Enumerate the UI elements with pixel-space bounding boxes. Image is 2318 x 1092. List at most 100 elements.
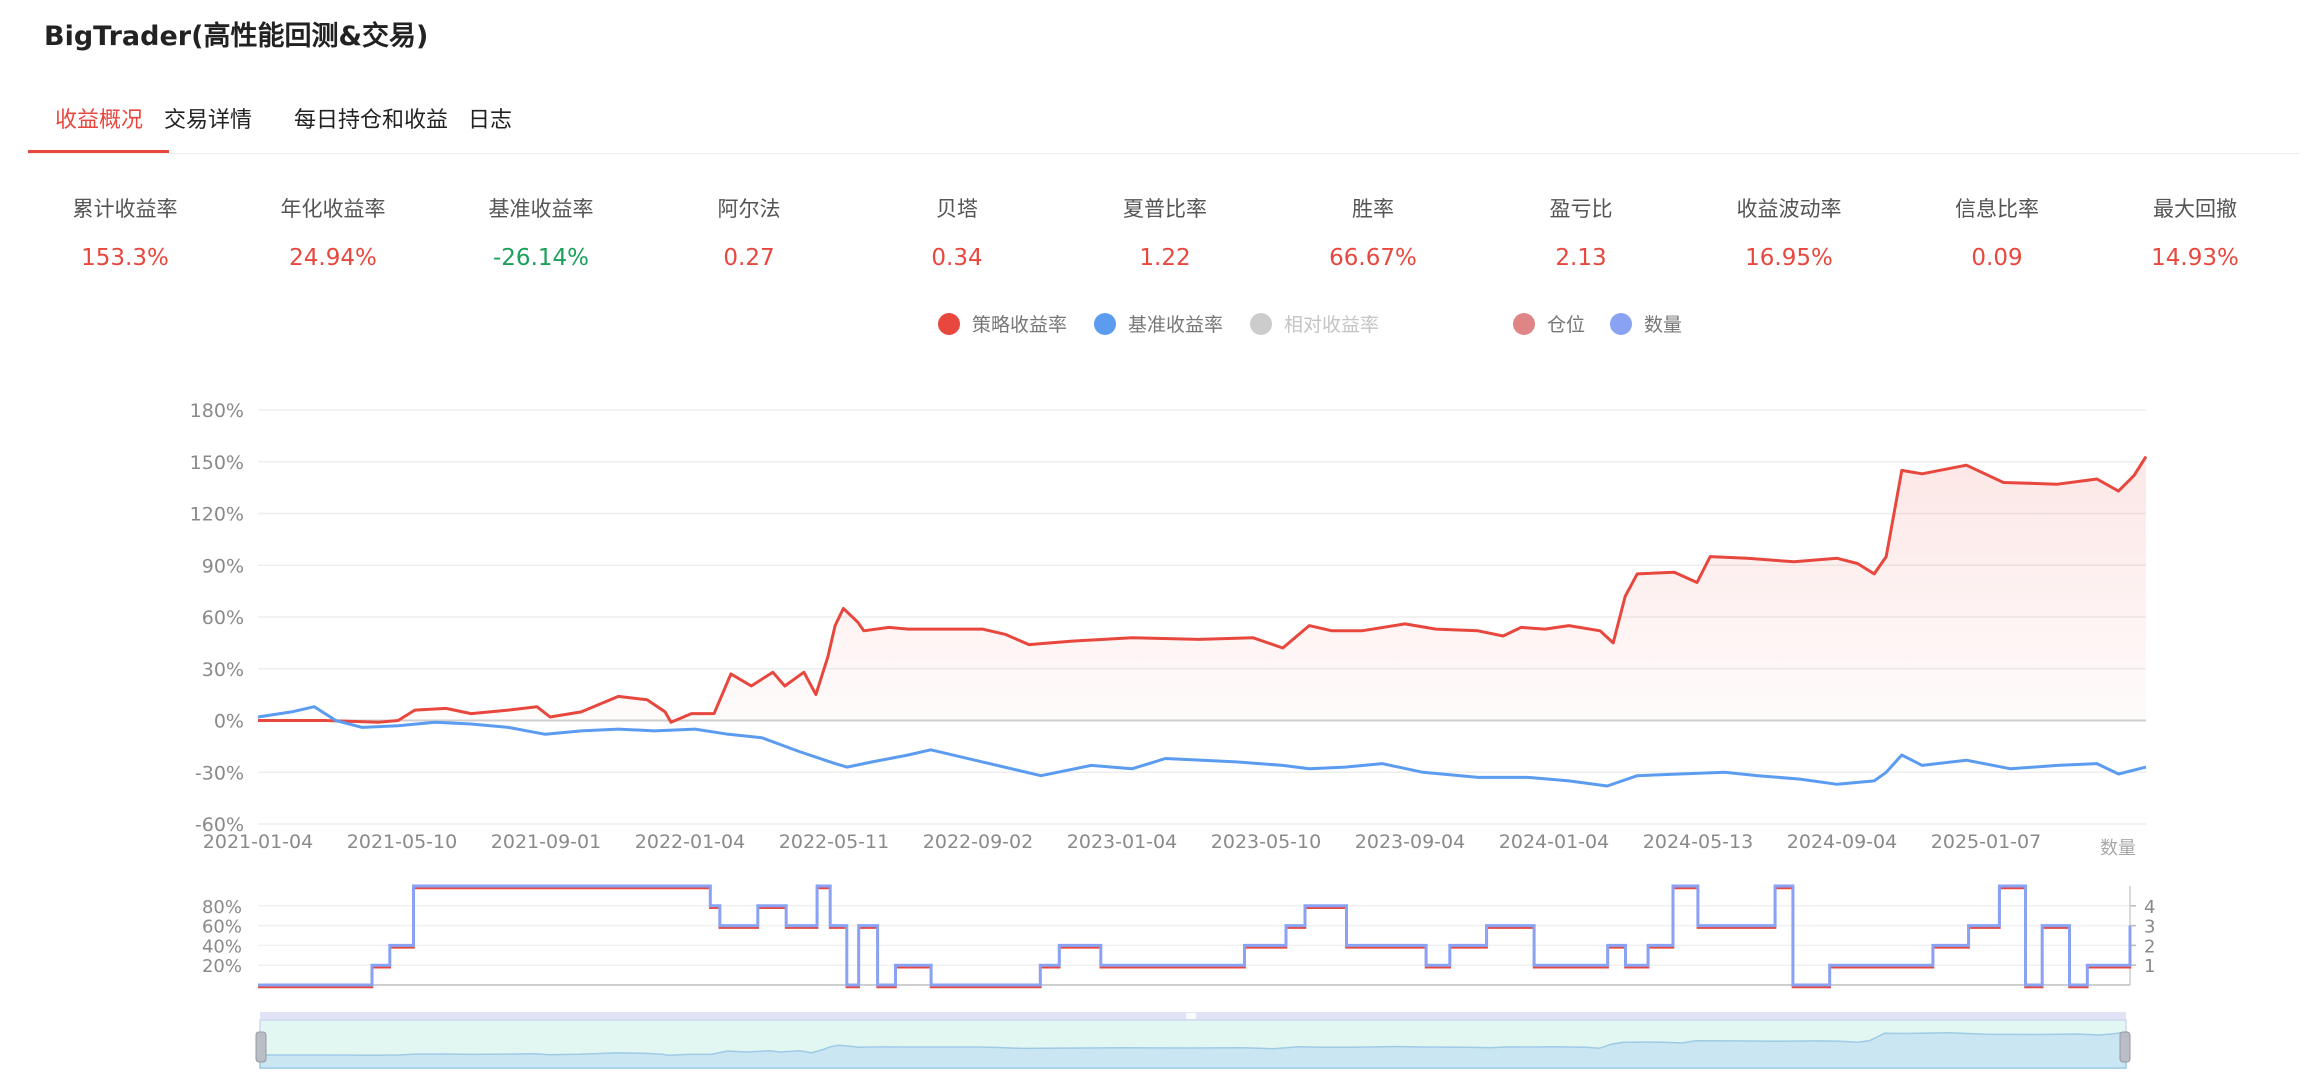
x-tick-label: 2021-05-10	[347, 831, 457, 853]
x-tick-label: 2025-01-07	[1931, 831, 2041, 853]
tab-log[interactable]: 日志	[468, 108, 513, 133]
metric-win-rate: 胜率 66.67%	[1268, 193, 1478, 271]
position-line	[258, 886, 2132, 989]
legend-benchmark-return[interactable]: 基准收益率	[1094, 310, 1223, 337]
x-tick-label: 2022-09-02	[923, 831, 1033, 853]
metric-label: 年化收益率	[280, 197, 386, 221]
metric-information-ratio: 信息比率 0.09	[1892, 193, 2102, 271]
legend-label: 基准收益率	[1128, 314, 1224, 336]
count-line	[258, 884, 2132, 987]
y-tick-label: 60%	[202, 607, 244, 629]
metric-value: 0.34	[931, 245, 983, 271]
legend-position[interactable]: 仓位	[1513, 310, 1585, 337]
legend-strategy-return[interactable]: 策略收益率	[938, 310, 1067, 337]
tab-bar: 收益概况 交易详情 每日持仓和收益 日志	[28, 92, 2300, 154]
metric-label: 胜率	[1352, 197, 1394, 221]
x-tick-label: 2022-05-11	[779, 831, 889, 853]
x-tick-label: 2024-09-04	[1787, 831, 1897, 853]
x-tick-label: 2023-01-04	[1067, 831, 1177, 853]
y-tick-label: -30%	[195, 762, 244, 784]
series-area	[258, 456, 2146, 723]
zoom-slider[interactable]	[255, 1012, 2131, 1069]
legend-count[interactable]: 数量	[1610, 310, 1682, 337]
sub-right-tick-label: 4	[2144, 897, 2155, 918]
sub-right-tick-label: 3	[2144, 917, 2155, 938]
metric-cumulative-return: 累计收益率 153.3%	[20, 193, 230, 271]
circle-icon	[1513, 312, 1535, 335]
sub-left-tick-label: 60%	[202, 917, 242, 938]
x-tick-label: 2023-09-04	[1355, 831, 1465, 853]
slider-preview-area	[259, 1031, 2127, 1069]
metric-value: 24.94%	[289, 245, 377, 271]
metric-sharpe: 夏普比率 1.22	[1060, 193, 1270, 271]
x-tick-label: 2021-01-04	[203, 831, 313, 853]
metric-value: 16.95%	[1745, 245, 1833, 271]
sub-right-tick-label: 2	[2144, 936, 2155, 957]
metric-label: 夏普比率	[1123, 197, 1207, 221]
metric-label: 贝塔	[936, 197, 978, 221]
legend-label: 相对收益率	[1284, 314, 1380, 336]
y-tick-label: 180%	[190, 400, 244, 422]
app-title: BigTrader(高性能回测&交易)	[44, 21, 429, 52]
sub-left-tick-label: 20%	[202, 956, 242, 977]
main-series	[257, 455, 2148, 788]
metric-label: 累计收益率	[72, 197, 178, 221]
metric-profit-loss-ratio: 盈亏比 2.13	[1476, 193, 1686, 271]
circle-icon	[938, 312, 960, 335]
metric-annual-return: 年化收益率 24.94%	[228, 193, 438, 271]
x-tick-label: 2024-01-04	[1499, 831, 1609, 853]
metric-value: 1.22	[1139, 245, 1191, 271]
metric-label: 收益波动率	[1736, 197, 1842, 221]
circle-icon	[1094, 312, 1116, 335]
y-tick-label: 30%	[202, 659, 244, 681]
legend-relative-return[interactable]: 相对收益率	[1250, 310, 1379, 337]
tab-return-overview[interactable]: 收益概况	[55, 108, 144, 133]
slider-grip	[1186, 1013, 1196, 1019]
active-tab-underline	[28, 150, 169, 153]
x-tick-label: 2021-09-01	[491, 831, 601, 853]
metric-label: 最大回撤	[2153, 197, 2237, 221]
x-tick-label: 2024-05-13	[1643, 831, 1753, 853]
metric-label: 盈亏比	[1549, 197, 1613, 221]
y-tick-label: 150%	[190, 452, 244, 474]
legend-label: 数量	[1644, 314, 1683, 336]
metric-value: 2.13	[1555, 245, 1607, 271]
sub-right-tick-label: 1	[2144, 956, 2155, 977]
y-tick-label: 120%	[190, 504, 244, 526]
x-tick-label: 2022-01-04	[635, 831, 745, 853]
metric-value: -26.14%	[493, 245, 589, 271]
metric-beta: 贝塔 0.34	[852, 193, 1062, 271]
y-tick-label: -60%	[195, 814, 244, 836]
circle-icon	[1250, 312, 1272, 335]
sub-left-tick-label: 80%	[202, 897, 242, 918]
sub-right-axis-label: 数量	[2100, 838, 2136, 859]
y-tick-label: 90%	[202, 555, 244, 577]
y-tick-label: 0%	[214, 711, 244, 733]
metric-value: 0.09	[1971, 245, 2023, 271]
legend-label: 策略收益率	[972, 314, 1068, 336]
tab-trade-details[interactable]: 交易详情	[164, 108, 253, 133]
metric-benchmark-return: 基准收益率 -26.14%	[436, 193, 646, 271]
legend-label: 仓位	[1547, 314, 1586, 336]
main-axis: -60% -30% 0% 30% 60% 90% 120% 150% 180% 2021-01-0…	[190, 400, 2042, 853]
metric-label: 阿尔法	[717, 197, 781, 221]
slider-right-handle	[2119, 1031, 2131, 1063]
metric-label: 信息比率	[1955, 197, 2039, 221]
series-line	[257, 705, 2147, 788]
tab-daily-holdings[interactable]: 每日持仓和收益	[294, 108, 449, 133]
metric-value: 153.3%	[81, 245, 169, 271]
metric-label: 基准收益率	[488, 197, 594, 221]
metric-value: 0.27	[723, 245, 775, 271]
metrics-row: 累计收益率 153.3% 年化收益率 24.94% 基准收益率 -26.14% …	[20, 193, 2300, 283]
circle-icon	[1610, 312, 1632, 335]
metric-value: 14.93%	[2151, 245, 2239, 271]
metric-volatility: 收益波动率 16.95%	[1684, 193, 1894, 271]
chart-legend: 策略收益率 基准收益率 相对收益率 仓位 数量	[0, 310, 2318, 340]
metric-max-drawdown: 最大回撤 14.93%	[2090, 193, 2300, 271]
slider-left-handle	[255, 1031, 267, 1063]
x-tick-label: 2023-05-10	[1211, 831, 1321, 853]
series-line	[258, 455, 2148, 724]
sub-left-tick-label: 40%	[202, 936, 242, 957]
